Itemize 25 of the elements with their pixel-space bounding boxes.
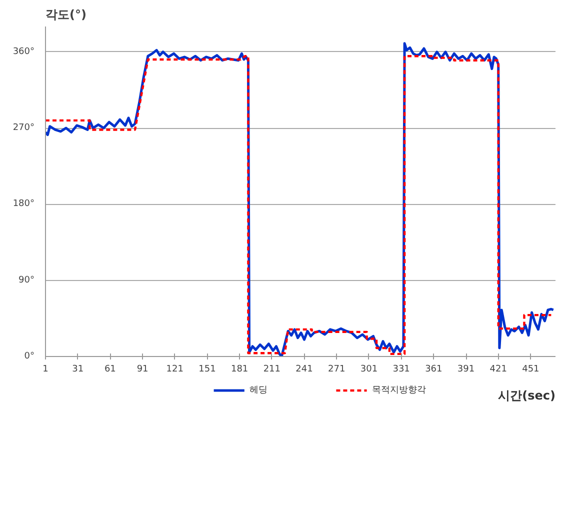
y-tick-label: 90° — [18, 275, 34, 286]
x-tick-label: 241 — [296, 364, 313, 374]
x-tick-label: 331 — [392, 364, 410, 374]
x-tick-label: 271 — [328, 364, 346, 374]
y-tick-label: 180° — [12, 199, 35, 210]
x-tick-label: 31 — [72, 364, 84, 374]
x-tick-label: 151 — [198, 364, 216, 374]
x-tick-label: 451 — [522, 364, 540, 374]
x-tick-label: 61 — [104, 364, 116, 374]
x-axis-title: 시간(sec) — [498, 388, 556, 402]
x-tick-label: 301 — [360, 364, 378, 374]
x-tick-label: 361 — [425, 364, 442, 374]
x-tick-label: 211 — [263, 364, 281, 374]
legend-label: 목적지방향각 — [372, 386, 426, 396]
x-tick-label: 1 — [42, 364, 48, 374]
x-tick-label: 121 — [166, 364, 184, 374]
y-axis-title: 각도(°) — [46, 8, 86, 22]
x-tick-label: 391 — [457, 364, 475, 374]
y-tick-label: 270° — [12, 123, 35, 134]
x-tick-label: 91 — [136, 364, 148, 374]
x-tick-label: 181 — [230, 364, 248, 374]
y-tick-label: 360° — [12, 46, 35, 57]
legend-label: 헤딩 — [250, 386, 268, 396]
y-tick-label: 0° — [24, 352, 35, 362]
x-tick-label: 421 — [490, 364, 507, 374]
